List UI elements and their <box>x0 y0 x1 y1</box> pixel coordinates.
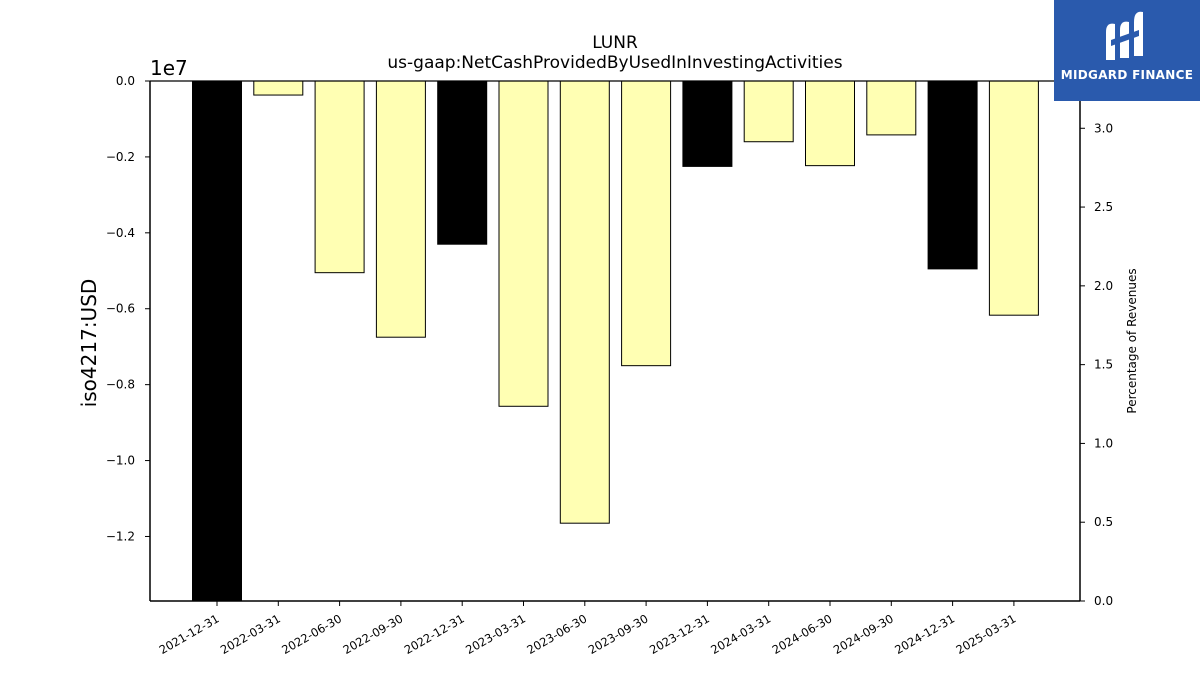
y-tick-label: −0.4 <box>106 226 135 240</box>
logo-mark-icon <box>1106 11 1143 60</box>
x-tick-label: 2023-12-31 <box>647 611 712 657</box>
y2-tick-label: 2.5 <box>1094 200 1113 214</box>
x-tick-label: 2023-09-30 <box>586 611 651 657</box>
bar <box>927 80 978 270</box>
x-tick-label: 2024-03-31 <box>708 611 773 657</box>
bar <box>437 80 488 245</box>
y-axis-label: iso4217:USD <box>77 279 101 408</box>
bar <box>743 80 794 143</box>
y-tick-label: −0.8 <box>106 378 135 392</box>
bars-group <box>192 80 1039 602</box>
x-tick-label: 2023-03-31 <box>463 611 528 657</box>
x-tick-label: 2022-09-30 <box>341 611 406 657</box>
bar <box>498 80 549 407</box>
y2-tick-label: 1.0 <box>1094 436 1113 450</box>
y2-tick-label: 0.5 <box>1094 515 1113 529</box>
y-tick-label: −1.2 <box>106 529 135 543</box>
y2-tick-label: 3.0 <box>1094 121 1113 135</box>
chart-title: LUNR <box>592 33 638 53</box>
bar <box>375 80 426 338</box>
brand-logo: MIDGARD FINANCE <box>1054 0 1200 101</box>
bar <box>314 80 365 274</box>
y2-axis-label: Percentage of Revenues <box>1125 268 1139 413</box>
x-tick-label: 2023-06-30 <box>524 611 589 657</box>
bar <box>805 80 855 167</box>
x-tick-label: 2022-03-31 <box>218 611 283 657</box>
y-axis-offset-label: 1e7 <box>150 56 188 80</box>
y2-tick-label: 1.5 <box>1094 358 1113 372</box>
x-tick-label: 2022-12-31 <box>402 611 467 657</box>
x-tick-label: 2022-06-30 <box>279 611 344 657</box>
bar <box>559 80 610 524</box>
x-tick-label: 2024-12-31 <box>892 611 957 657</box>
bar <box>621 80 672 367</box>
chart-subtitle: us-gaap:NetCashProvidedByUsedInInvesting… <box>387 53 842 73</box>
x-tick-label: 2025-03-31 <box>954 611 1019 657</box>
y-tick-label: −0.6 <box>106 302 135 316</box>
y-tick-label: −0.2 <box>106 150 135 164</box>
y-tick-label: −1.0 <box>106 454 135 468</box>
logo-text: MIDGARD FINANCE <box>1060 68 1194 82</box>
y-tick-label: 0.0 <box>116 74 135 88</box>
x-tick-label: 2024-09-30 <box>831 611 896 657</box>
y2-tick-label: 2.0 <box>1094 279 1113 293</box>
bar <box>192 80 242 602</box>
bar <box>253 80 304 96</box>
bar <box>682 80 733 167</box>
bar <box>988 80 1039 316</box>
x-tick-label: 2024-06-30 <box>770 611 835 657</box>
y2-tick-label: 0.0 <box>1094 594 1113 608</box>
bar <box>866 80 917 136</box>
x-tick-label: 2021-12-31 <box>157 611 222 657</box>
